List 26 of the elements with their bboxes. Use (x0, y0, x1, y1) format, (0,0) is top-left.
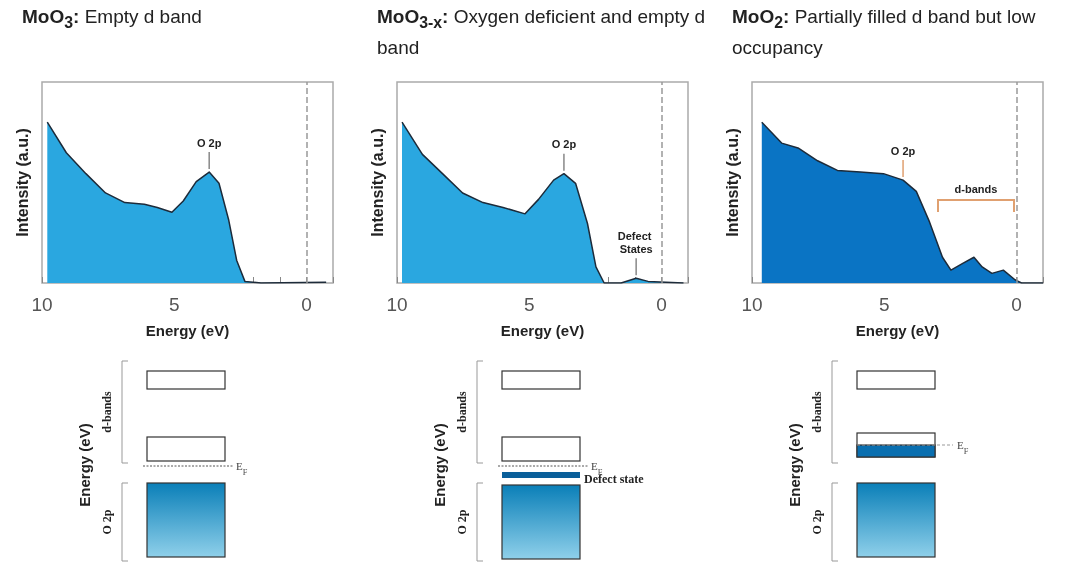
chart-title: MoO$_{3}$: Empty d band (22, 6, 202, 31)
annotation: O 2p (551, 138, 577, 151)
x-tick-label: 10 (741, 294, 763, 315)
x-tick-label: 5 (878, 294, 890, 315)
x-tick-label: 5 (523, 294, 535, 315)
band-diagram: Energy (eV) d-bands O 2p E$_{F}$ (786, 360, 969, 562)
x-tick-label: 10 (31, 294, 53, 315)
chart-title: MoO$_{2}$: Partially filled d band but low occupancy (732, 6, 1036, 58)
y-axis-title: Intensity (a.u.) (13, 128, 31, 237)
x-tick-label: 0 (301, 294, 312, 315)
annotation: O 2p (890, 144, 916, 157)
y-axis-title: Intensity (a.u.) (723, 128, 741, 237)
x-tick-label: 0 (1011, 294, 1022, 315)
x-axis-title: Energy (eV) (145, 322, 230, 339)
x-axis-title: Energy (eV) (500, 322, 585, 339)
x-tick-label: 0 (656, 294, 667, 315)
annotation: Defect States (617, 229, 655, 255)
x-tick-label: 10 (386, 294, 408, 315)
x-tick-label: 5 (168, 294, 180, 315)
x-axis-title: Energy (eV) (855, 322, 940, 339)
chart-title: MoO$_{3-x}$: Oxygen deficient and empty d band (377, 6, 706, 58)
y-axis-title: Intensity (a.u.) (368, 128, 386, 237)
band-diagram: Energy (eV) d-bands O 2p E$_{F}$ (76, 360, 248, 562)
band-diagram: Energy (eV) d-bands O 2p E$_{F}$ Defect state (431, 360, 644, 562)
annotation: O 2p (196, 136, 222, 149)
annotation: d-bands (954, 182, 998, 195)
